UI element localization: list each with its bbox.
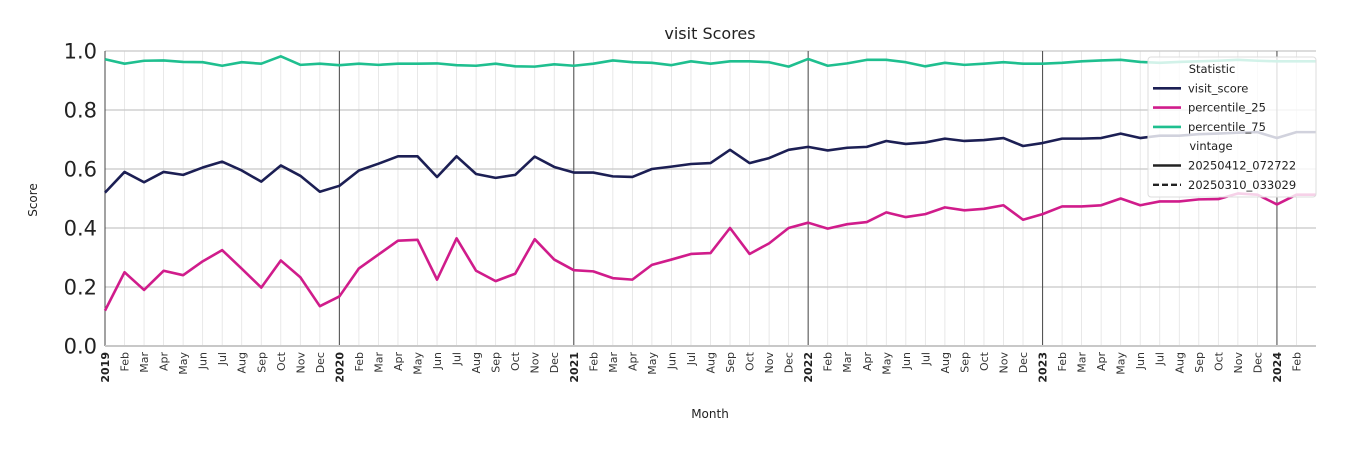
year-line-layer: [338, 51, 1278, 346]
x-tick-label: May: [412, 352, 425, 375]
x-tick-label: Sep: [255, 352, 268, 373]
x-tick-label: May: [177, 352, 190, 375]
legend-statistic-title: Statistic: [1189, 62, 1236, 76]
x-tick-label: Nov: [1232, 352, 1245, 374]
x-tick-label: Dec: [1017, 352, 1030, 373]
y-tick-label: 0.0: [64, 335, 97, 359]
x-tick-label: Mar: [1076, 352, 1089, 373]
y-tick-label: 0.6: [64, 158, 97, 182]
x-tick-label: Aug: [939, 352, 952, 373]
y-tick-label: 1.0: [64, 40, 97, 64]
x-tick-label: Mar: [841, 352, 854, 373]
x-tick-year-label: 2020: [333, 352, 346, 383]
x-tick-label: Nov: [997, 352, 1010, 374]
x-tick-label: Oct: [1212, 351, 1225, 371]
x-tick-label: Nov: [294, 352, 307, 374]
legend-vintage-title: vintage: [1189, 139, 1232, 153]
y-axis-label: Score: [26, 183, 40, 217]
series-line-visit-score: [104, 130, 1316, 194]
x-tick-label: Mar: [607, 352, 620, 373]
x-tick-label: Jun: [665, 352, 678, 370]
x-tick-label: Feb: [1290, 352, 1303, 371]
x-tick-label: Sep: [724, 352, 737, 373]
legend: Statistic visit_score percentile_25percent…: [1147, 56, 1317, 198]
x-tick-label: May: [1115, 352, 1128, 375]
x-tick-label: Apr: [158, 352, 171, 372]
y-tick-label: 0.4: [64, 217, 97, 241]
x-tick-label: Oct: [509, 351, 522, 371]
x-tick-label: Jul: [919, 352, 932, 366]
x-tick-label: Feb: [822, 352, 835, 371]
series-line-percentile-25: [103, 192, 1316, 312]
x-tick-label: Apr: [1095, 352, 1108, 372]
x-tick-label: Nov: [763, 352, 776, 374]
x-tick-label: May: [880, 352, 893, 375]
x-tick-label: Jun: [900, 352, 913, 370]
x-tick-label: Jul: [216, 352, 229, 366]
legend-entry-percentile-25: percentile_25: [1188, 101, 1266, 115]
x-tick-year-label: 2024: [1271, 352, 1284, 383]
x-tick-label: Oct: [275, 351, 288, 371]
x-tick-label: Apr: [861, 352, 874, 372]
legend-entry-percentile-75: percentile_75: [1188, 120, 1266, 134]
x-tick-label: Jun: [1134, 352, 1147, 370]
series-layer: [103, 55, 1316, 312]
x-tick-label: Dec: [548, 352, 561, 373]
x-tick-label: Apr: [626, 352, 639, 372]
y-tick-label: 0.2: [64, 276, 97, 300]
series-line-percentile-75: [104, 55, 1316, 68]
x-tick-year-label: 2021: [568, 352, 581, 383]
x-tick-label: Feb: [119, 352, 132, 371]
x-tick-year-label: 2019: [99, 352, 112, 383]
x-tick-label: Sep: [1193, 352, 1206, 373]
legend-entry-visit-score: visit_score: [1188, 81, 1248, 95]
x-tick-label: Dec: [783, 352, 796, 373]
x-tick-label: Jul: [685, 352, 698, 366]
x-tick-label: Oct: [978, 351, 991, 371]
x-tick-label: Apr: [392, 352, 405, 372]
x-tick-label: Aug: [236, 352, 249, 373]
legend-vintage-entry: 20250310_033029: [1188, 178, 1296, 192]
x-tick-label: Jun: [197, 352, 210, 370]
y-tick-label: 0.8: [64, 99, 97, 123]
x-tick-label: Jun: [431, 352, 444, 370]
x-tick-label: Dec: [314, 352, 327, 373]
x-tick-label: Jul: [1154, 352, 1167, 366]
x-tick-label: Aug: [1173, 352, 1186, 373]
x-tick-label: Jul: [451, 352, 464, 366]
x-tick-label: Mar: [138, 352, 151, 373]
x-tick-label: Mar: [372, 352, 385, 373]
x-tick-label: Sep: [490, 352, 503, 373]
x-tick-label: Nov: [529, 352, 542, 374]
chart-title: visit Scores: [664, 24, 755, 43]
x-tick-label: May: [646, 352, 659, 375]
grid-layer: [104, 50, 1316, 347]
x-tick-label: Aug: [470, 352, 483, 373]
x-tick-label: Feb: [353, 352, 366, 371]
axis-layer: 0.0 0.2 0.4 0.6 0.8 1.0 2019 Feb Mar Apr May Jun Jul…: [64, 40, 1316, 383]
x-tick-label: Oct: [744, 351, 757, 371]
x-axis-label: Month: [691, 407, 729, 421]
x-tick-label: Aug: [705, 352, 718, 373]
legend-vintage-entry: 20250412_072722: [1188, 159, 1296, 173]
legend-box: [1147, 56, 1317, 198]
x-tick-label: Feb: [587, 352, 600, 371]
x-tick-label: Feb: [1056, 352, 1069, 371]
x-tick-label: Sep: [958, 352, 971, 373]
x-tick-label: Dec: [1251, 352, 1264, 373]
x-tick-year-label: 2023: [1037, 352, 1050, 383]
x-tick-year-label: 2022: [802, 352, 815, 383]
